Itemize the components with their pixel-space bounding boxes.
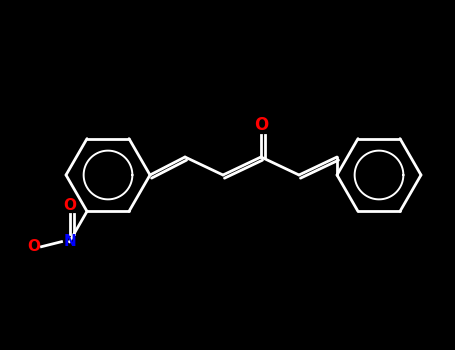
Text: N: N	[63, 234, 76, 249]
Text: O: O	[27, 239, 40, 254]
Text: O: O	[254, 116, 268, 134]
Text: O: O	[63, 198, 76, 213]
